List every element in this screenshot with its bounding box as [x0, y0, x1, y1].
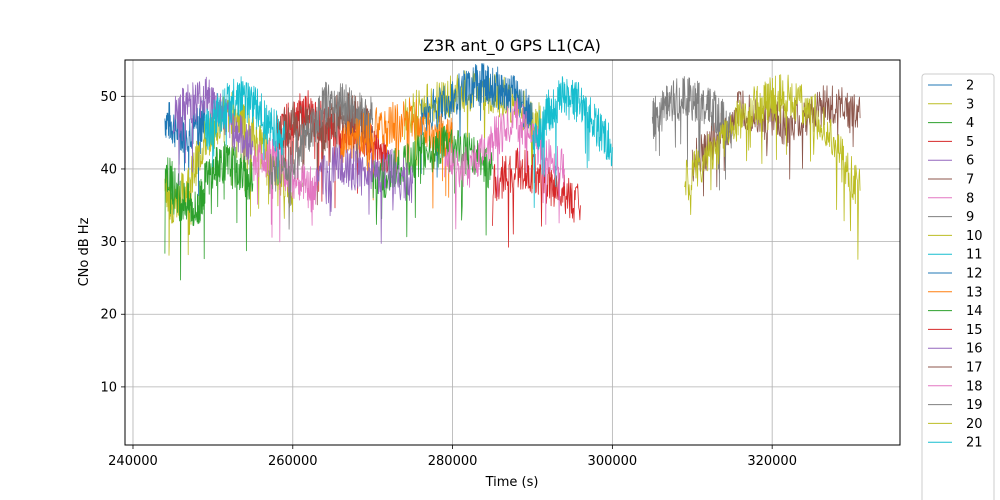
legend-label-4: 4 [966, 116, 974, 131]
x-tick-label: 260000 [268, 454, 318, 469]
series-lines [164, 63, 861, 281]
series-line-9 [268, 81, 374, 230]
legend-label-6: 6 [966, 154, 974, 169]
series-line-15 [492, 147, 581, 248]
x-tick-label: 280000 [428, 454, 478, 469]
legend-label-15: 15 [966, 323, 983, 338]
legend-label-5: 5 [966, 135, 974, 150]
plot-frame [124, 59, 901, 446]
y-axis-ticks: 10 20 30 40 50 [100, 90, 125, 395]
legend-label-20: 20 [966, 417, 983, 432]
legend-label-14: 14 [966, 304, 983, 319]
legend-label-8: 8 [966, 191, 974, 206]
legend-label-9: 9 [966, 210, 974, 225]
series-line-12 [420, 63, 533, 178]
legend-label-2: 2 [966, 79, 974, 94]
x-tick-label: 300000 [588, 454, 638, 469]
legend-label-11: 11 [966, 248, 983, 263]
legend-label-10: 10 [966, 229, 983, 244]
legend: 2 3 4 5 6 7 8 9 10 11 12 13 14 15 16 17 18 19 20 21 [921, 73, 995, 500]
y-tick-label: 10 [100, 380, 117, 395]
legend-box [921, 73, 995, 500]
series-line-4 [164, 141, 254, 281]
series-line-16 [316, 144, 413, 244]
legend-label-3: 3 [966, 97, 974, 112]
legend-label-7: 7 [966, 173, 974, 188]
legend-label-21: 21 [966, 436, 983, 451]
legend-label-12: 12 [966, 267, 983, 282]
series-line-6 [172, 76, 254, 186]
series-line-21 [532, 76, 613, 209]
series-line-13 [340, 98, 453, 209]
x-tick-label: 240000 [108, 454, 158, 469]
legend-label-17: 17 [966, 361, 983, 376]
y-tick-label: 50 [100, 90, 117, 105]
y-tick-label: 20 [100, 308, 117, 323]
y-tick-label: 40 [100, 162, 117, 177]
chart-title: Z3R ant_0 GPS L1(CA) [423, 36, 601, 56]
x-axis-label: Time (s) [485, 475, 539, 490]
legend-label-18: 18 [966, 379, 983, 394]
legend-label-19: 19 [966, 398, 983, 413]
x-axis-ticks: 240000 260000 280000 300000 320000 [108, 445, 797, 469]
y-axis-label: CNo dB Hz [77, 217, 92, 286]
series-line-19 [651, 76, 733, 191]
series-line-20 [684, 74, 861, 260]
legend-label-13: 13 [966, 285, 983, 300]
series-line-11 [204, 76, 286, 185]
y-tick-label: 30 [100, 235, 117, 250]
legend-label-16: 16 [966, 342, 983, 357]
x-tick-label: 320000 [747, 454, 797, 469]
